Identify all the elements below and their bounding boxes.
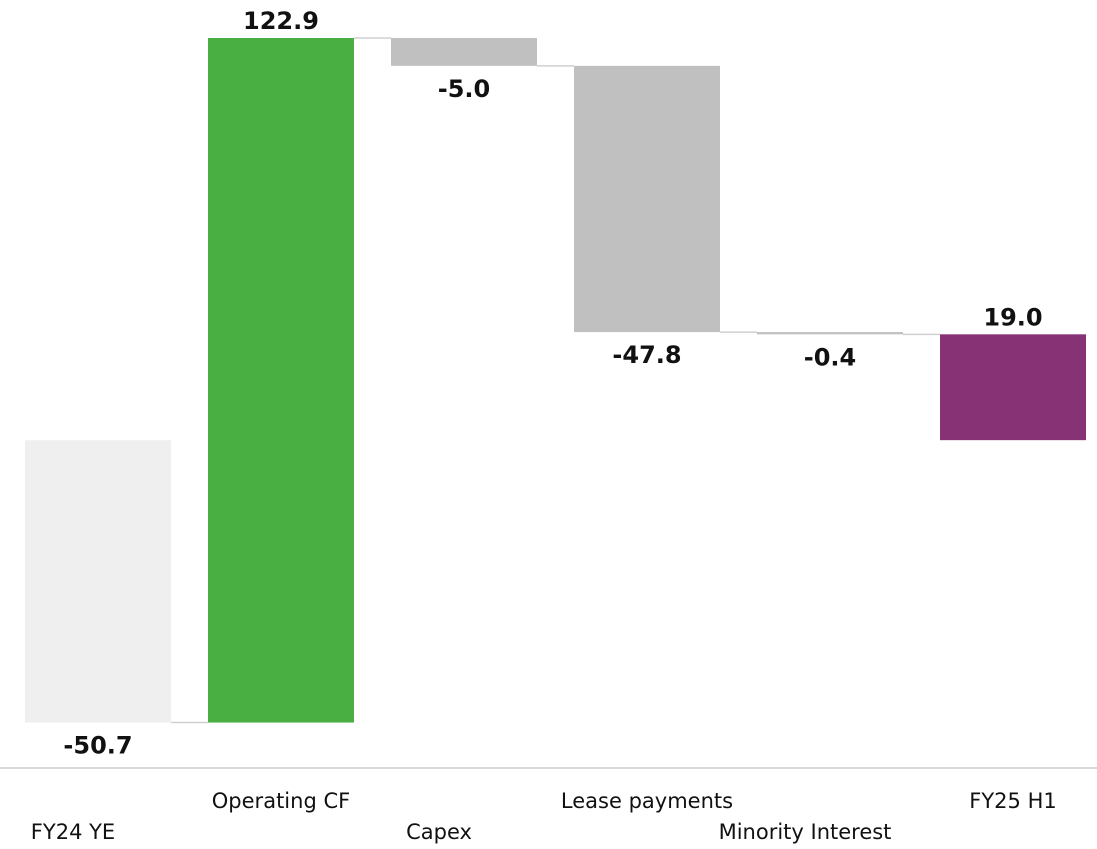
- bar-capex: [391, 38, 537, 66]
- category-label: FY24 YE: [31, 820, 115, 844]
- value-label: 19.0: [983, 303, 1042, 331]
- category-label: Lease payments: [561, 789, 733, 813]
- value-label: 122.9: [243, 7, 319, 35]
- bar-fy25-h1: [940, 334, 1086, 441]
- value-label: -5.0: [438, 75, 490, 103]
- bars-layer: [25, 38, 1086, 723]
- category-labels-layer: FY24 YE Operating CF Capex Lease payments Mi…: [31, 789, 1057, 844]
- value-label: -50.7: [63, 732, 132, 760]
- value-label: -47.8: [612, 341, 681, 369]
- category-label: FY25 H1: [969, 789, 1056, 813]
- value-label: -0.4: [804, 343, 856, 371]
- connectors-layer: [171, 37, 940, 724]
- category-label: Operating CF: [212, 789, 350, 813]
- category-label: Minority Interest: [719, 820, 892, 844]
- bar-lease-payments: [574, 65, 720, 333]
- value-labels-layer: -50.7 122.9 -5.0 -47.8 -0.4 19.0: [63, 7, 1042, 760]
- bar-operating-cf: [208, 38, 354, 723]
- bar-fy24-ye: [25, 440, 171, 723]
- bar-minority-interest: [757, 332, 903, 335]
- category-label: Capex: [406, 820, 472, 844]
